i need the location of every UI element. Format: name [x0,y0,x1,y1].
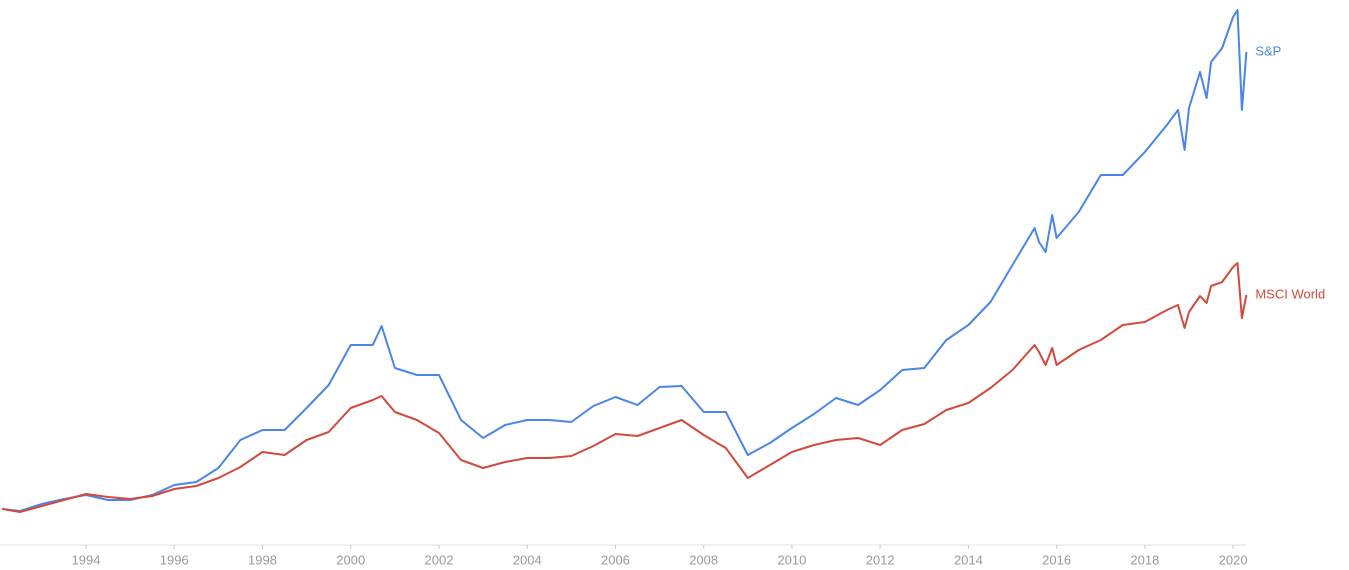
series-line [2,9,1248,512]
series-line [2,262,1248,513]
x-tick-label: 2000 [336,552,365,567]
legend-label: S&P [1255,43,1281,58]
x-tick-label: 1994 [72,552,101,567]
x-tick-label: 1998 [248,552,277,567]
x-tick-label: 2010 [777,552,806,567]
x-tick-label: 2012 [866,552,895,567]
x-tick-label: 1996 [160,552,189,567]
x-tick-label: 2006 [601,552,630,567]
x-tick-label: 2008 [689,552,718,567]
x-tick-label: 2002 [425,552,454,567]
x-tick-label: 2014 [954,552,983,567]
x-tick-label: 2016 [1042,552,1071,567]
x-tick-label: 2020 [1219,552,1248,567]
x-tick-label: 2018 [1130,552,1159,567]
legend-label: MSCI World [1255,286,1325,301]
x-tick-label: 2004 [513,552,542,567]
